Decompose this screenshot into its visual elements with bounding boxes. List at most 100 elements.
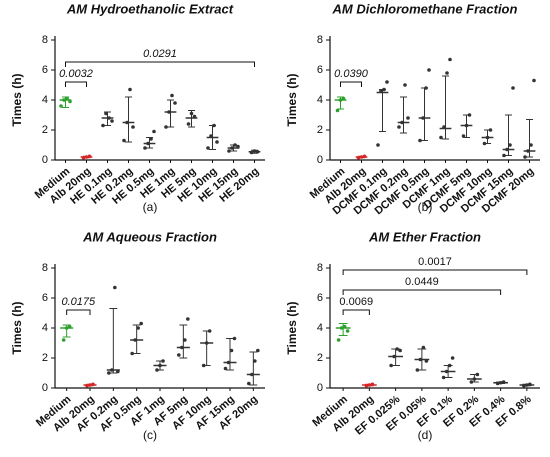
data-point bbox=[113, 285, 117, 290]
data-point bbox=[421, 116, 425, 120]
data-point bbox=[107, 116, 111, 120]
data-point bbox=[389, 363, 393, 368]
data-point bbox=[64, 326, 69, 330]
data-point bbox=[424, 359, 429, 363]
data-point bbox=[498, 380, 503, 385]
data-point bbox=[441, 375, 446, 380]
data-point bbox=[84, 155, 89, 159]
data-point bbox=[444, 369, 449, 374]
data-point bbox=[529, 143, 533, 147]
y-tick-label: 6 bbox=[42, 64, 48, 76]
data-point bbox=[364, 383, 369, 388]
data-point bbox=[88, 383, 92, 387]
data-point bbox=[439, 135, 443, 140]
data-point bbox=[445, 71, 449, 75]
data-point bbox=[136, 326, 140, 330]
data-point bbox=[421, 345, 426, 350]
y-tick-label: 8 bbox=[42, 34, 48, 46]
data-point bbox=[250, 372, 254, 377]
data-point bbox=[146, 141, 150, 146]
panel-label: (b) bbox=[418, 200, 433, 214]
significance-bracket bbox=[342, 289, 502, 295]
chart-title: AM Aqueous Fraction bbox=[82, 229, 217, 244]
y-tick-label: 0 bbox=[42, 154, 48, 166]
data-point bbox=[152, 129, 156, 134]
data-point bbox=[442, 125, 446, 129]
data-point bbox=[448, 57, 452, 62]
data-point bbox=[523, 155, 527, 159]
data-point bbox=[356, 155, 361, 160]
data-point bbox=[249, 150, 254, 155]
y-tick-label: 8 bbox=[317, 34, 323, 46]
data-point bbox=[204, 341, 209, 345]
data-point bbox=[382, 87, 386, 92]
significance-bracket bbox=[66, 309, 91, 315]
data-point bbox=[229, 348, 234, 353]
data-point bbox=[209, 134, 213, 138]
data-point bbox=[110, 368, 114, 372]
data-point bbox=[392, 354, 396, 359]
data-point bbox=[345, 329, 350, 333]
significance-bracket bbox=[342, 269, 528, 275]
data-point bbox=[110, 119, 114, 123]
data-point bbox=[192, 114, 197, 119]
data-point bbox=[81, 155, 86, 160]
data-point bbox=[212, 123, 216, 128]
data-point bbox=[475, 372, 480, 377]
data-point bbox=[91, 382, 95, 387]
data-point bbox=[508, 143, 512, 147]
data-point bbox=[104, 111, 108, 116]
data-point bbox=[467, 113, 472, 117]
data-point bbox=[158, 363, 162, 368]
data-point bbox=[398, 348, 402, 353]
data-point bbox=[335, 108, 340, 113]
data-point bbox=[447, 363, 452, 368]
y-tick-label: 4 bbox=[42, 94, 48, 106]
data-point bbox=[143, 146, 147, 150]
y-tick-label: 8 bbox=[42, 262, 48, 274]
data-point bbox=[128, 87, 132, 92]
data-point bbox=[376, 143, 380, 147]
data-point bbox=[122, 138, 126, 143]
data-point bbox=[177, 353, 181, 357]
y-tick-label: 2 bbox=[317, 352, 323, 364]
data-point bbox=[367, 383, 372, 387]
data-point bbox=[186, 317, 190, 321]
data-point bbox=[502, 153, 506, 158]
significance-bracket bbox=[65, 61, 255, 67]
data-point bbox=[342, 324, 347, 329]
data-point bbox=[201, 363, 206, 368]
data-point bbox=[370, 382, 375, 387]
p-value: 0.0390 bbox=[334, 68, 369, 80]
data-point bbox=[125, 120, 129, 125]
data-point bbox=[505, 147, 509, 152]
data-point bbox=[472, 377, 477, 381]
data-point bbox=[427, 68, 431, 72]
y-tick-label: 8 bbox=[317, 262, 323, 274]
data-point bbox=[183, 338, 187, 342]
data-point bbox=[501, 380, 506, 384]
y-tick-label: 6 bbox=[42, 292, 48, 304]
data-point bbox=[532, 78, 536, 83]
y-tick-label: 6 bbox=[317, 292, 323, 304]
y-axis-label: Times (h) bbox=[285, 301, 299, 354]
data-point bbox=[418, 357, 423, 362]
data-point bbox=[359, 155, 364, 159]
data-point bbox=[161, 359, 165, 363]
data-point bbox=[415, 368, 420, 372]
data-point bbox=[247, 381, 251, 386]
data-point bbox=[236, 144, 240, 149]
data-point bbox=[207, 329, 212, 333]
data-point bbox=[223, 366, 228, 371]
data-point bbox=[68, 99, 72, 104]
data-point bbox=[85, 383, 89, 388]
data-point bbox=[526, 149, 530, 153]
data-point bbox=[385, 80, 389, 84]
data-point bbox=[87, 154, 92, 159]
data-point bbox=[255, 149, 260, 154]
p-value: 0.0032 bbox=[59, 68, 93, 80]
data-point bbox=[189, 111, 194, 116]
data-point bbox=[233, 143, 237, 147]
data-point bbox=[133, 338, 137, 342]
